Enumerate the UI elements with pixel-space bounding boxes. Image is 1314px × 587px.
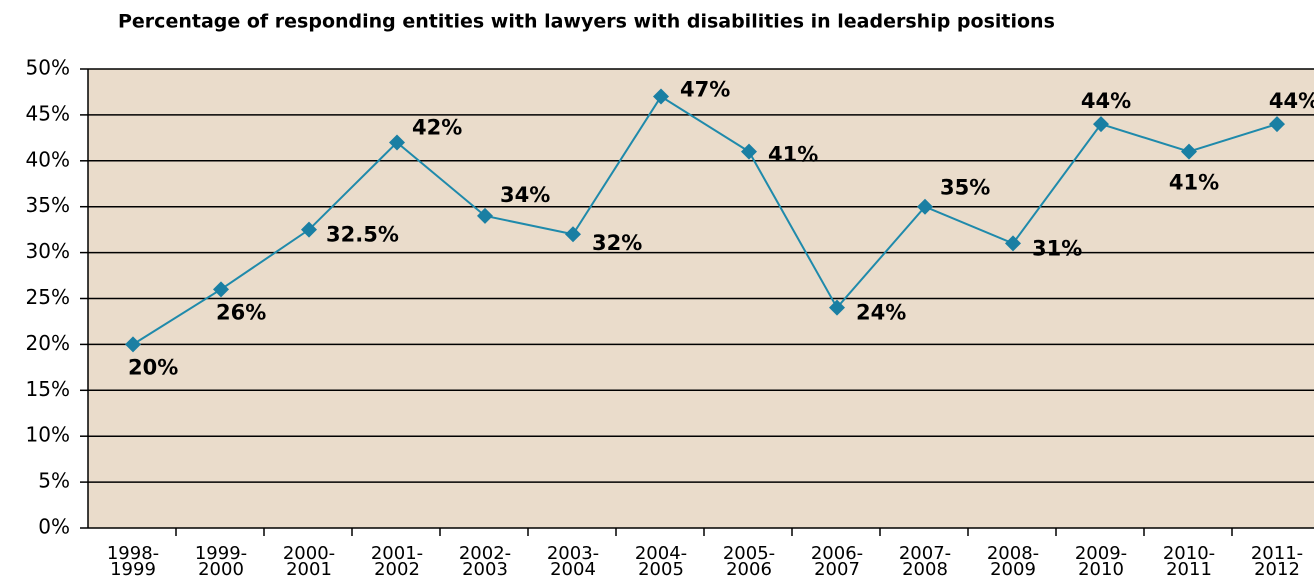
value-label: 32.5% [326,223,399,247]
x-tick-label: 2006-2007 [811,543,863,580]
value-label: 31% [1032,236,1082,260]
y-tick-label: 50% [26,56,70,80]
x-tick-label-line: 2012 [1254,559,1300,580]
marker [829,299,845,316]
x-tick-label-line: 1999- [195,543,247,564]
y-tick-label: 35% [26,193,70,217]
value-label: 41% [1169,171,1219,195]
marker [565,226,581,243]
x-tick-label-line: 2002 [374,559,420,580]
value-label: 32% [592,231,642,255]
x-tick-label-line: 2009 [990,559,1036,580]
x-tick-label-line: 2001 [286,559,332,580]
x-tick-label-line: 2002- [459,543,511,564]
x-tick-label-line: 2007- [899,543,951,564]
marker [1181,143,1197,160]
x-tick-label: 2001-2002 [371,543,423,580]
x-tick-label-line: 2001- [371,543,423,564]
y-tick-label: 5% [38,469,70,493]
y-tick-label: 40% [26,147,70,171]
x-tick-label: 2008-2009 [987,543,1039,580]
x-tick-label: 2011-2012 [1251,543,1303,580]
x-tick-label-line: 2004- [635,543,687,564]
x-tick-label: 1998-1999 [107,543,159,580]
x-tick-label-line: 1998- [107,543,159,564]
value-label: 26% [216,300,266,324]
marker [125,336,141,353]
x-tick-label-line: 2011- [1251,543,1303,564]
marker [301,221,317,238]
x-tick-label: 2010-2011 [1163,543,1215,580]
value-label: 34% [500,183,550,207]
x-tick-label-line: 2003- [547,543,599,564]
x-tick-label-line: 2005 [638,559,684,580]
value-label: 42% [412,115,462,139]
x-tick-label-line: 2004 [550,559,596,580]
marker [1005,235,1021,252]
x-tick-label-line: 2006- [811,543,863,564]
line [132,95,1278,346]
x-tick-label-line: 2011 [1166,559,1212,580]
marker [477,207,493,224]
y-tick-label: 10% [26,423,70,447]
x-tick-label-line: 2010- [1163,543,1215,564]
value-label: 20% [128,355,178,379]
x-tick-label: 2004-2005 [635,543,687,580]
marker [917,198,933,215]
y-tick-label: 25% [26,285,70,309]
x-tick-label-line: 2009- [1075,543,1127,564]
y-tick-label: 0% [38,515,70,539]
value-label: 47% [680,78,730,102]
y-tick-label: 45% [26,101,70,125]
x-tick-label: 2007-2008 [899,543,951,580]
x-tick-label: 2000-2001 [283,543,335,580]
x-tick-label-line: 2006 [726,559,772,580]
x-tick-label-line: 2003 [462,559,508,580]
x-tick-label-line: 2008- [987,543,1039,564]
value-label: 35% [940,176,990,200]
y-tick-label: 20% [26,331,70,355]
marker [653,88,669,105]
chart-title: Percentage of responding entities with l… [118,11,1055,33]
x-tick-label: 2009-2010 [1075,543,1127,580]
x-tick-label: 2002-2003 [459,543,511,580]
x-tick-label-line: 2000- [283,543,335,564]
x-tick-label-line: 2008 [902,559,948,580]
value-label: 41% [768,143,818,167]
value-label: 44% [1081,89,1131,113]
x-tick-label: 2005-2006 [723,543,775,580]
marker [1093,116,1109,133]
x-tick-label-line: 2007 [814,559,860,580]
value-label: 44% [1269,89,1314,113]
x-tick-label-line: 2000 [198,559,244,580]
value-label: 24% [856,301,906,325]
x-tick-label: 2003-2004 [547,543,599,580]
y-tick-label: 30% [26,239,70,263]
x-tick-label-line: 1999 [110,559,156,580]
marker [389,134,405,151]
marker [741,143,757,160]
marker [1269,116,1285,133]
y-tick-label: 15% [26,377,70,401]
marker [213,281,229,298]
x-tick-label-line: 2005- [723,543,775,564]
x-tick-label-line: 2010 [1078,559,1124,580]
x-tick-label: 1999-2000 [195,543,247,580]
